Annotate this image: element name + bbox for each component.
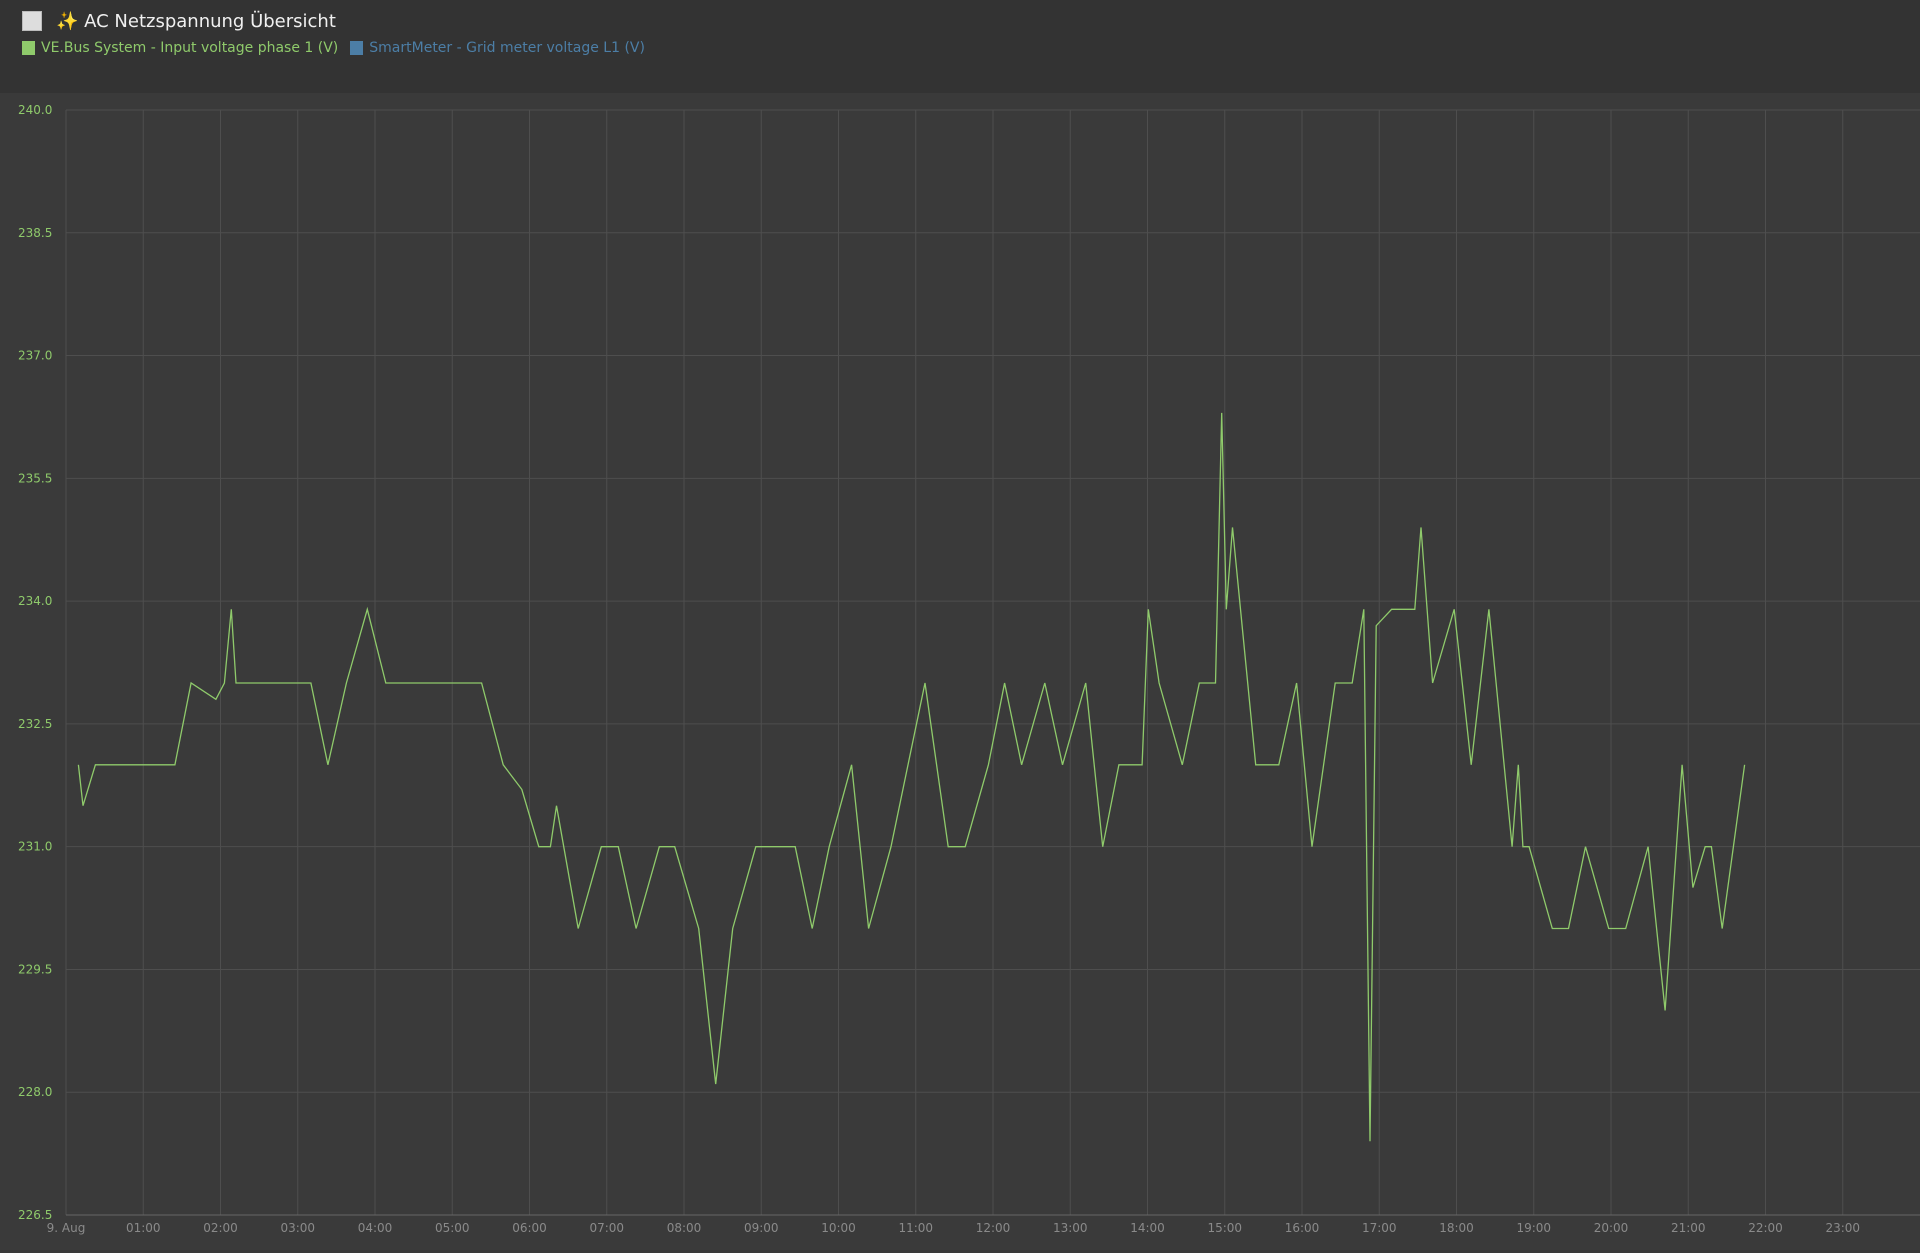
legend-item[interactable]: VE.Bus System - Input voltage phase 1 (V… (22, 40, 338, 56)
y-tick-label: 229.5 (18, 962, 52, 976)
series-line (77, 412, 1746, 1142)
y-tick-label: 228.0 (18, 1085, 52, 1099)
x-tick-label: 16:00 (1285, 1221, 1320, 1235)
title-row: ✨ AC Netzspannung Übersicht (22, 8, 336, 34)
x-tick-label: 13:00 (1053, 1221, 1088, 1235)
x-tick-label: 10:00 (821, 1221, 856, 1235)
x-tick-label: 04:00 (358, 1221, 393, 1235)
legend-swatch (22, 41, 35, 55)
x-tick-label: 12:00 (976, 1221, 1011, 1235)
x-tick-label: 18:00 (1439, 1221, 1474, 1235)
legend-label: SmartMeter - Grid meter voltage L1 (V) (369, 40, 645, 56)
x-tick-label: 07:00 (589, 1221, 624, 1235)
chart: 226.5 228.0 229.5 231.0 232.5 234.0 235.5 237.0… (18, 103, 1920, 1235)
x-tick-label: 06:00 (512, 1221, 547, 1235)
y-tick-label: 240.0 (18, 103, 52, 117)
legend-swatch (350, 41, 364, 55)
chart-title: ✨ AC Netzspannung Übersicht (56, 10, 336, 32)
x-tick-label: 02:00 (203, 1221, 238, 1235)
x-tick-label: 11:00 (898, 1221, 933, 1235)
y-tick-label: 232.5 (18, 717, 52, 731)
x-tick-label: 08:00 (667, 1221, 702, 1235)
x-tick-label: 20:00 (1594, 1221, 1629, 1235)
x-tick-label: 17:00 (1362, 1221, 1397, 1235)
legend: VE.Bus System - Input voltage phase 1 (V… (22, 40, 645, 56)
header: ✨ AC Netzspannung Übersicht VE.Bus Syste… (0, 0, 1920, 93)
x-tick-label: 22:00 (1748, 1221, 1783, 1235)
x-tick-label: 15:00 (1207, 1221, 1242, 1235)
x-tick-label: 14:00 (1130, 1221, 1165, 1235)
y-tick-label: 235.5 (18, 471, 52, 485)
legend-item[interactable]: SmartMeter - Grid meter voltage L1 (V) (350, 40, 645, 56)
x-tick-label: 21:00 (1671, 1221, 1706, 1235)
x-tick-label: 01:00 (126, 1221, 161, 1235)
y-tick-label: 234.0 (18, 594, 52, 608)
y-tick-label: 237.0 (18, 349, 52, 363)
x-tick-label: 23:00 (1825, 1221, 1860, 1235)
x-tick-label: 9. Aug (47, 1221, 86, 1235)
x-tick-label: 09:00 (744, 1221, 779, 1235)
y-tick-label: 238.5 (18, 226, 52, 240)
y-tick-label: 226.5 (18, 1208, 52, 1222)
y-tick-label: 231.0 (18, 840, 52, 854)
x-tick-label: 05:00 (435, 1221, 470, 1235)
x-tick-label: 19:00 (1516, 1221, 1551, 1235)
legend-label: VE.Bus System - Input voltage phase 1 (V… (41, 40, 339, 56)
chart-icon[interactable] (22, 11, 42, 31)
x-tick-label: 03:00 (280, 1221, 315, 1235)
